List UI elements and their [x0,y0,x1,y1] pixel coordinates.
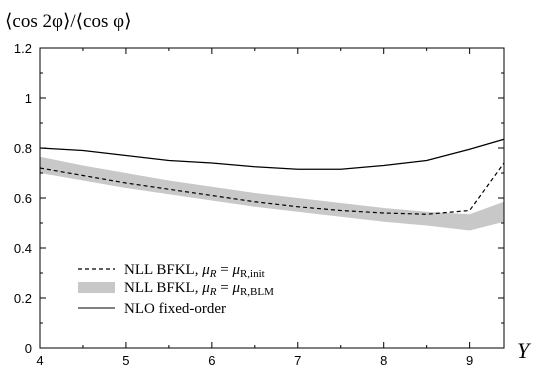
legend-entry-nlo: NLO fixed-order [124,301,226,317]
y-tick-label: 0.6 [14,191,32,206]
y-tick-label: 0.8 [14,141,32,156]
x-tick-label: 6 [208,353,215,368]
plot-area [39,138,505,231]
x-axis-label: Y [517,338,532,363]
legend: NLL BFKL, μR = μR,init NLL BFKL, μR = μR… [78,262,274,317]
legend-entry-nll-init: NLL BFKL, μR = μR,init [124,262,265,280]
legend-swatch-band [78,282,115,293]
y-tick-label: 1 [25,91,32,106]
x-tick-label: 9 [466,353,473,368]
y-axis-label: ⟨cos 2φ⟩/⟨cos φ⟩ [5,11,132,32]
y-tick-label: 0.2 [14,291,32,306]
x-tick-label: 4 [36,353,43,368]
legend-entry-nll-blm: NLL BFKL, μR = μR,BLM [124,280,274,298]
y-tick-label: 1.2 [14,41,32,56]
x-tick-label: 5 [122,353,129,368]
x-tick-label: 7 [294,353,301,368]
x-tick-label: 8 [380,353,387,368]
series-band-nll-blm [40,156,504,231]
y-tick-label: 0.4 [14,241,32,256]
series-line-nll-init [39,162,505,215]
series-line-nlo [39,138,505,170]
y-tick-label: 0 [25,341,32,356]
